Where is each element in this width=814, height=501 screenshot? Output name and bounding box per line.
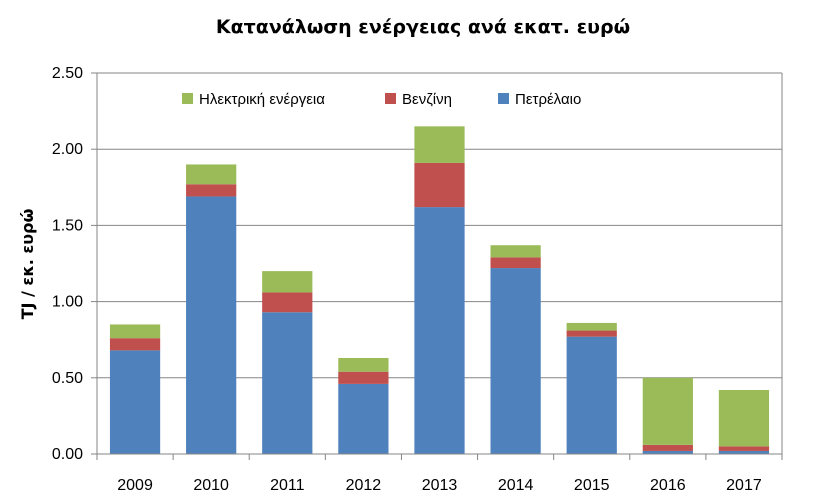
bar-segment-2017-0 (718, 450, 770, 454)
chart-title: Κατανάλωση ενέργειας ανά εκατ. ευρώ (216, 16, 630, 38)
legend-swatch (182, 93, 193, 104)
x-tick-label: 2010 (193, 477, 229, 494)
bar-segment-2015-1 (566, 330, 617, 337)
bar-segment-2013-2 (414, 126, 465, 163)
x-tick-label: 2011 (270, 477, 305, 494)
x-tick-label: 2017 (726, 477, 762, 494)
bar-segment-2009-2 (109, 324, 161, 339)
bar-segment-2017-2 (718, 389, 770, 447)
axes: 0.00 0.50 1.00 1.50 2.00 2.50 2009 2010 2011 2012… (52, 65, 783, 494)
bar-segment-2010-2 (186, 164, 237, 185)
legend-label: Βενζίνη (402, 91, 452, 108)
legend: Ηλεκτρική ενέργεια Βενζίνη Πετρέλαιο (182, 91, 581, 108)
bar-segment-2009-0 (109, 350, 161, 454)
bar-segment-2010-0 (186, 196, 237, 454)
y-tick-label: 1.00 (52, 294, 83, 311)
bar-segment-2012-2 (338, 357, 389, 372)
x-tick-label: 2013 (422, 477, 458, 494)
bars (109, 126, 770, 454)
y-tick-label: 0.50 (52, 370, 83, 387)
bar-segment-2013-1 (414, 162, 465, 208)
y-tick-label: 2.00 (52, 141, 83, 158)
x-tick-label: 2015 (574, 477, 610, 494)
y-tick-label: 1.50 (52, 217, 83, 234)
bar-segment-2015-2 (566, 322, 617, 331)
bar-segment-2012-0 (338, 383, 389, 454)
y-axis-label: TJ / εκ. ευρώ (18, 208, 37, 319)
x-tick-label: 2009 (117, 477, 153, 494)
x-tick-label: 2012 (346, 477, 382, 494)
bar-segment-2014-2 (490, 245, 541, 258)
bar-segment-2017-1 (718, 446, 770, 451)
legend-label: Πετρέλαιο (515, 91, 581, 108)
bar-segment-2014-1 (490, 257, 541, 269)
bar-segment-2009-1 (109, 338, 161, 351)
x-tick-label: 2014 (498, 477, 534, 494)
y-tick-label: 0.00 (52, 446, 83, 463)
bar-segment-2016-1 (642, 444, 693, 451)
y-tick-label: 2.50 (52, 65, 83, 82)
x-tick-label: 2016 (650, 477, 686, 494)
legend-label: Ηλεκτρική ενέργεια (199, 91, 325, 108)
bar-segment-2012-1 (338, 371, 389, 384)
bar-segment-2016-0 (642, 450, 693, 454)
bar-segment-2011-0 (262, 312, 313, 454)
bar-segment-2013-0 (414, 207, 465, 454)
bar-segment-2011-2 (262, 271, 313, 293)
bar-segment-2016-2 (642, 377, 693, 445)
bar-segment-2011-1 (262, 292, 313, 313)
legend-swatch (385, 93, 396, 104)
bar-segment-2015-0 (566, 336, 617, 454)
legend-swatch (498, 93, 509, 104)
bar-segment-2014-0 (490, 268, 541, 454)
bar-segment-2010-1 (186, 184, 237, 197)
